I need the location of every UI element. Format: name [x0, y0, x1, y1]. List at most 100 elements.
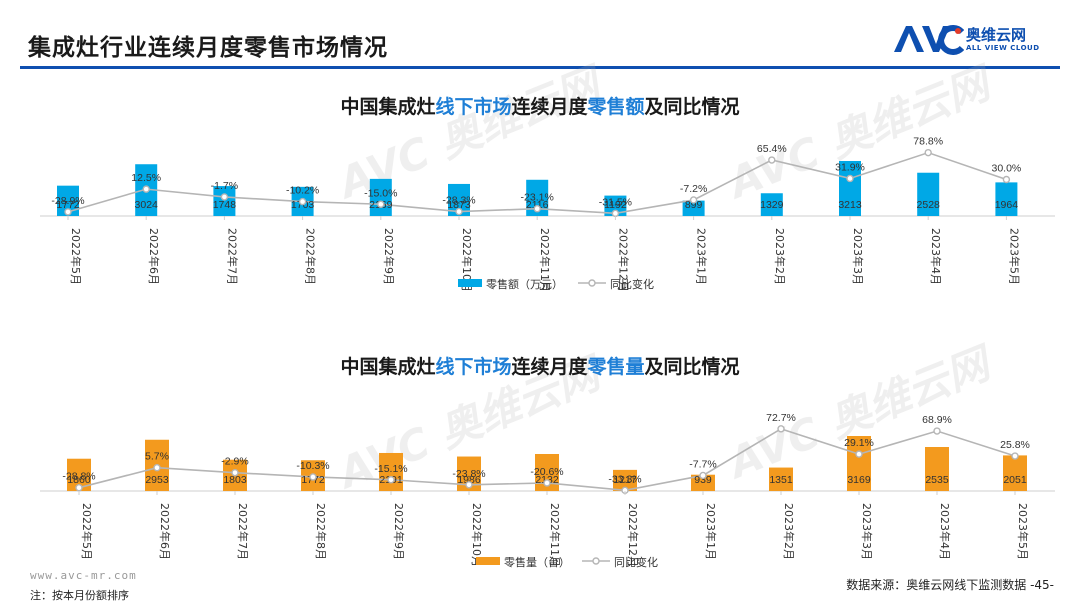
yoy-point — [611, 209, 620, 218]
yoy-point — [699, 471, 707, 480]
bar — [526, 179, 549, 216]
legend-line-marker — [588, 279, 596, 287]
yoy-point — [75, 484, 83, 492]
yoy-label: -10.3% — [296, 460, 329, 472]
legend-line-label: 同比变化 — [614, 555, 658, 569]
yoy-label: -10.2% — [286, 185, 319, 197]
x-tick-label: 2022年12月 — [626, 503, 640, 567]
x-tick-label: 2022年5月 — [69, 228, 83, 285]
page-number: -45- — [1030, 578, 1054, 592]
yoy-point — [298, 197, 307, 206]
yoy-label: 30.0% — [992, 163, 1022, 175]
bar-value-label: 1351 — [769, 474, 793, 486]
x-tick-label: 2022年9月 — [382, 228, 396, 285]
x-tick-label: 2022年10月 — [470, 503, 484, 567]
yoy-label: -1.7% — [211, 180, 238, 192]
footer-source: 数据来源：奥维云网线下监测数据 -45- — [846, 576, 1054, 593]
bar — [995, 182, 1018, 216]
bar-value-label: 1803 — [223, 474, 247, 486]
yoy-label: -7.2% — [680, 183, 707, 195]
x-tick-label: 2023年3月 — [851, 228, 865, 285]
bar-value-label: 2535 — [925, 474, 949, 486]
bar-value-label: 1873 — [447, 199, 471, 211]
bar — [613, 469, 637, 491]
yoy-point — [142, 185, 150, 193]
yoy-point — [377, 200, 385, 208]
chart1-retail-sales: 1772302417481703216918732116119289913293… — [40, 136, 1055, 292]
yoy-point — [220, 193, 229, 201]
x-tick-label: 2022年6月 — [158, 503, 172, 560]
yoy-point — [455, 207, 463, 216]
bar — [213, 186, 236, 216]
legend-bar-swatch — [458, 279, 482, 287]
x-tick-label: 2023年2月 — [782, 503, 796, 560]
yoy-point — [309, 473, 317, 481]
yoy-label: 72.7% — [766, 412, 796, 424]
yoy-label: -28.8% — [62, 471, 95, 483]
bar-value-label: 2051 — [1003, 474, 1027, 486]
yoy-label: -15.1% — [374, 463, 407, 475]
yoy-label: -20.6% — [530, 466, 563, 478]
yoy-point — [846, 174, 854, 183]
bar-value-label: 1748 — [213, 199, 237, 211]
bar — [760, 193, 783, 216]
yoy-point — [465, 481, 473, 489]
legend-line-label: 同比变化 — [610, 277, 654, 291]
yoy-point — [543, 479, 551, 487]
yoy-point — [689, 196, 698, 204]
x-tick-label: 2022年9月 — [392, 503, 406, 560]
chart2-title-part: 连续月度 — [511, 356, 588, 378]
yoy-point — [933, 427, 941, 435]
avc-logo: 奥维云网 ALL VIEW CLOUD — [892, 22, 1062, 62]
legend-bar-label: 零售额（万元） — [486, 277, 563, 291]
x-tick-label: 2023年2月 — [773, 228, 787, 285]
bar — [769, 467, 793, 491]
source-text: 数据来源：奥维云网线下监测数据 — [846, 578, 1027, 592]
yoy-label: -33.3% — [608, 473, 641, 485]
x-tick-label: 2022年7月 — [225, 228, 239, 285]
yoy-point — [855, 450, 863, 458]
yoy-point — [1011, 452, 1019, 460]
yoy-label: -28.3% — [442, 195, 475, 207]
yoy-label: -7.7% — [689, 458, 716, 470]
bar-value-label: 3213 — [838, 199, 862, 211]
logo-avc-icon — [894, 25, 965, 55]
bar — [379, 452, 403, 491]
yoy-label: 5.7% — [145, 451, 169, 463]
x-tick-label: 2022年5月 — [80, 503, 94, 560]
yoy-label: -28.9% — [51, 195, 84, 207]
x-tick-label: 2023年3月 — [860, 503, 874, 560]
bar — [847, 436, 871, 491]
logo-mark — [892, 22, 965, 63]
bar — [604, 195, 627, 216]
x-tick-label: 2022年8月 — [314, 503, 328, 560]
yoy-label: -2.9% — [221, 456, 248, 468]
chart1-title-part: 及同比情况 — [644, 96, 740, 118]
x-tick-label: 2022年12月 — [616, 228, 630, 292]
chart1-title-highlight: 线下市场 — [435, 96, 512, 118]
bar — [369, 178, 392, 216]
bar-value-label: 899 — [685, 199, 703, 211]
yoy-point — [64, 208, 72, 216]
bar — [1003, 455, 1027, 491]
x-tick-label: 2022年11月 — [548, 503, 562, 567]
x-tick-label: 2022年7月 — [236, 503, 250, 560]
bar-value-label: 2528 — [917, 199, 941, 211]
yoy-label: 12.5% — [131, 172, 161, 184]
bar-value-label: 1329 — [760, 199, 784, 211]
logo-cn-text: 奥维云网 — [966, 26, 1027, 44]
bar-value-label: 1986 — [457, 474, 481, 486]
x-tick-label: 2022年8月 — [304, 228, 318, 285]
chart2-title-part: 及同比情况 — [644, 356, 740, 378]
yoy-label: -23.1% — [521, 192, 554, 204]
x-tick-label: 2023年1月 — [695, 228, 709, 285]
page-title: 集成灶行业连续月度零售市场情况 — [28, 35, 388, 61]
x-tick-label: 2023年5月 — [1016, 503, 1030, 560]
yoy-label: 65.4% — [757, 143, 787, 155]
bar — [839, 161, 861, 216]
chart2-title-part: 中国集成灶 — [340, 356, 436, 378]
legend-bar-label: 零售量（台） — [504, 555, 570, 569]
bar — [682, 200, 705, 216]
x-tick-label: 2023年4月 — [938, 503, 952, 560]
x-tick-label: 2022年6月 — [147, 228, 161, 285]
